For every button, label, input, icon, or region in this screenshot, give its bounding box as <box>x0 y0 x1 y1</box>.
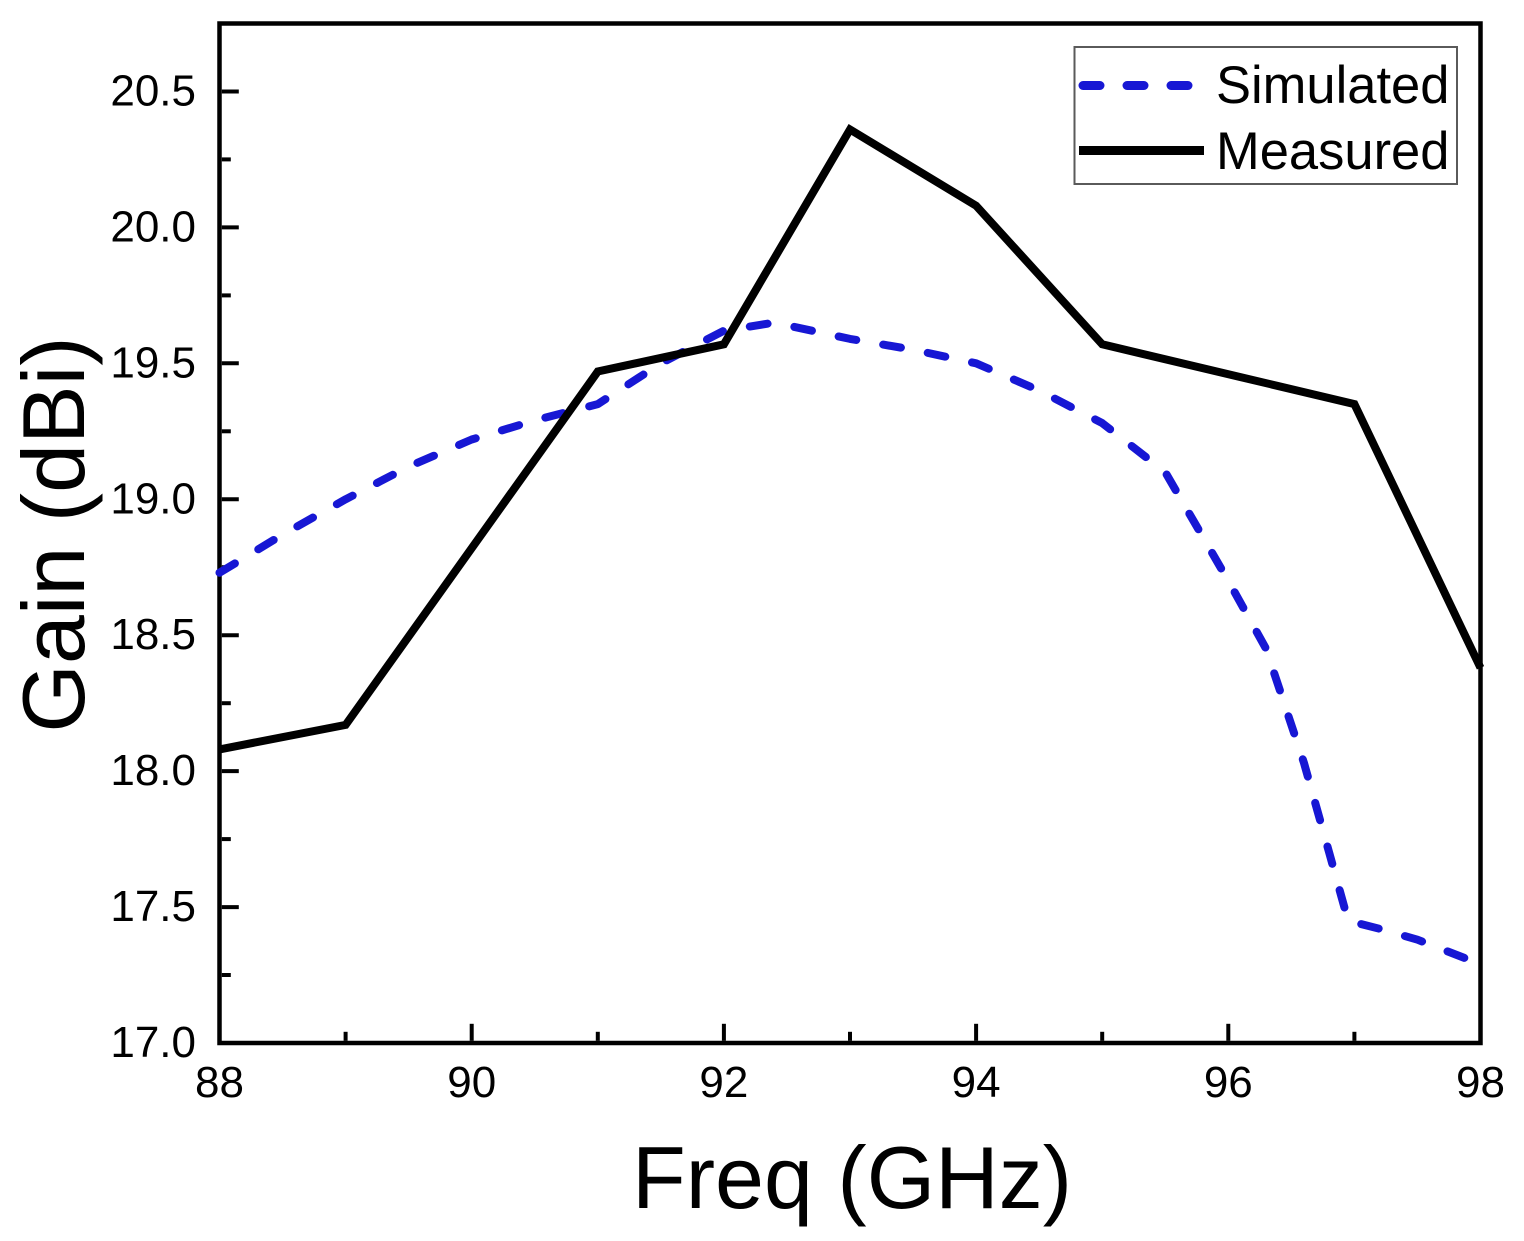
svg-text:Measured: Measured <box>1216 122 1449 181</box>
svg-text:19.5: 19.5 <box>110 338 196 387</box>
svg-text:94: 94 <box>952 1058 1001 1107</box>
svg-text:20.5: 20.5 <box>110 67 196 116</box>
svg-text:Freq (GHz): Freq (GHz) <box>632 1128 1072 1227</box>
svg-text:92: 92 <box>699 1058 748 1107</box>
svg-text:Simulated: Simulated <box>1216 56 1449 115</box>
svg-text:90: 90 <box>447 1058 496 1107</box>
svg-text:18.0: 18.0 <box>110 746 196 795</box>
svg-text:17.5: 17.5 <box>110 882 196 931</box>
svg-text:20.0: 20.0 <box>110 202 196 251</box>
svg-text:Gain (dBi): Gain (dBi) <box>4 336 103 732</box>
svg-text:88: 88 <box>195 1058 244 1107</box>
svg-text:18.5: 18.5 <box>110 610 196 659</box>
svg-text:98: 98 <box>1456 1058 1505 1107</box>
svg-text:96: 96 <box>1204 1058 1253 1107</box>
svg-text:19.0: 19.0 <box>110 474 196 523</box>
svg-text:17.0: 17.0 <box>110 1018 196 1067</box>
